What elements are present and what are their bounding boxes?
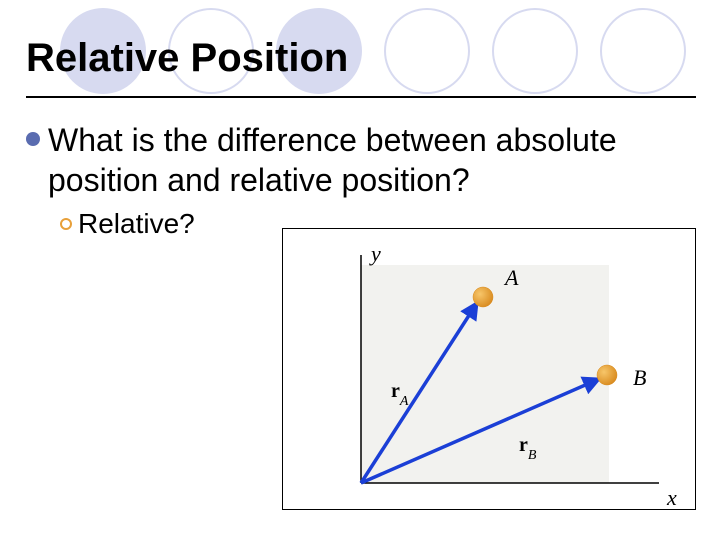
bullet-l1-text: What is the difference between absolute … — [48, 120, 696, 200]
decor-circle — [492, 8, 578, 94]
svg-text:x: x — [666, 485, 677, 510]
vector-figure-svg: yxrArBAB — [283, 229, 697, 511]
bullet-l1-marker — [26, 132, 40, 146]
decor-circle — [600, 8, 686, 94]
decor-circle — [384, 8, 470, 94]
svg-text:B: B — [633, 365, 646, 390]
slide-title: Relative Position — [26, 36, 348, 81]
bullet-l2-text: Relative? — [78, 208, 195, 240]
body-area: What is the difference between absolute … — [26, 120, 696, 240]
title-underline — [26, 96, 696, 98]
svg-text:y: y — [369, 241, 381, 266]
vector-figure: yxrArBAB — [282, 228, 696, 510]
bullet-l2-marker — [60, 218, 72, 230]
svg-text:A: A — [503, 265, 519, 290]
bullet-l1-row: What is the difference between absolute … — [26, 120, 696, 200]
